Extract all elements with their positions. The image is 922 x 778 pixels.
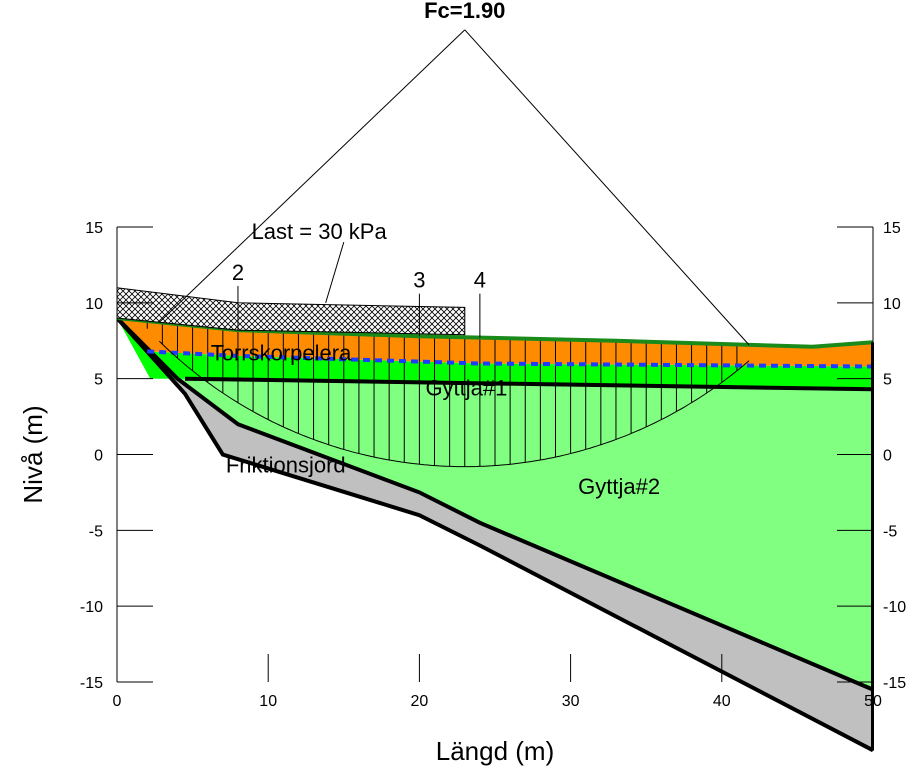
y-tick-label-right: 0 — [883, 448, 892, 465]
y-tick-label-left: 10 — [85, 296, 103, 313]
y-tick-label-left: 15 — [85, 220, 103, 237]
x-tick-label: 50 — [864, 693, 882, 710]
y-tick-label-right: -10 — [883, 599, 906, 616]
x-tick-label: 20 — [411, 693, 429, 710]
water-table-line — [147, 349, 874, 369]
x-tick-label: 0 — [113, 693, 122, 710]
load-pointer-line — [325, 242, 345, 303]
x-tick-label: 40 — [713, 693, 731, 710]
x-tick-label: 30 — [562, 693, 580, 710]
x-axis-title: Längd (m) — [436, 736, 555, 766]
slip-radius-left — [158, 29, 466, 323]
section-marker-2: 2 — [232, 260, 244, 285]
factor-of-safety-label: Fc=1.90 — [424, 0, 505, 23]
y-tick-label-left: -5 — [89, 523, 103, 540]
section-marker-4: 4 — [474, 268, 486, 293]
x-tick-label: 10 — [259, 693, 277, 710]
section-markers: 2 3 4 — [232, 260, 486, 338]
gyttja2-layer — [117, 318, 873, 690]
slip-slices — [146, 321, 738, 467]
y-axis-title: Nivå (m) — [18, 405, 48, 503]
slip-circle-arc — [158, 340, 750, 468]
layer-label-friktionsjord: Friktionsjord — [226, 453, 346, 478]
y-tick-label-left: 5 — [94, 372, 103, 389]
layer-label-gyttja2: Gyttja#2 — [578, 474, 660, 499]
y-tick-label-right: 15 — [883, 220, 901, 237]
layer-label-torrskorpelera: Torrskorpelera — [211, 340, 352, 365]
y-tick-label-right: 10 — [883, 296, 901, 313]
slip-radius-right — [464, 29, 750, 346]
y-tick-label-right: 5 — [883, 372, 892, 389]
y-tick-label-right: -5 — [883, 523, 897, 540]
friction-top-boundary — [117, 316, 874, 692]
friction-bottom-boundary — [117, 316, 874, 753]
y-tick-label-right: -15 — [883, 675, 906, 692]
y-tick-label-left: 0 — [94, 448, 103, 465]
layer-label-gyttja1: Gyttja#1 — [425, 375, 507, 400]
y-tick-label-left: -10 — [80, 599, 103, 616]
y-tick-label-left: -15 — [80, 675, 103, 692]
gyttja1-layer — [117, 318, 873, 390]
section-marker-3: 3 — [413, 268, 425, 293]
load-label: Last = 30 kPa — [252, 219, 388, 244]
gyttja1-base-boundary — [184, 376, 874, 392]
